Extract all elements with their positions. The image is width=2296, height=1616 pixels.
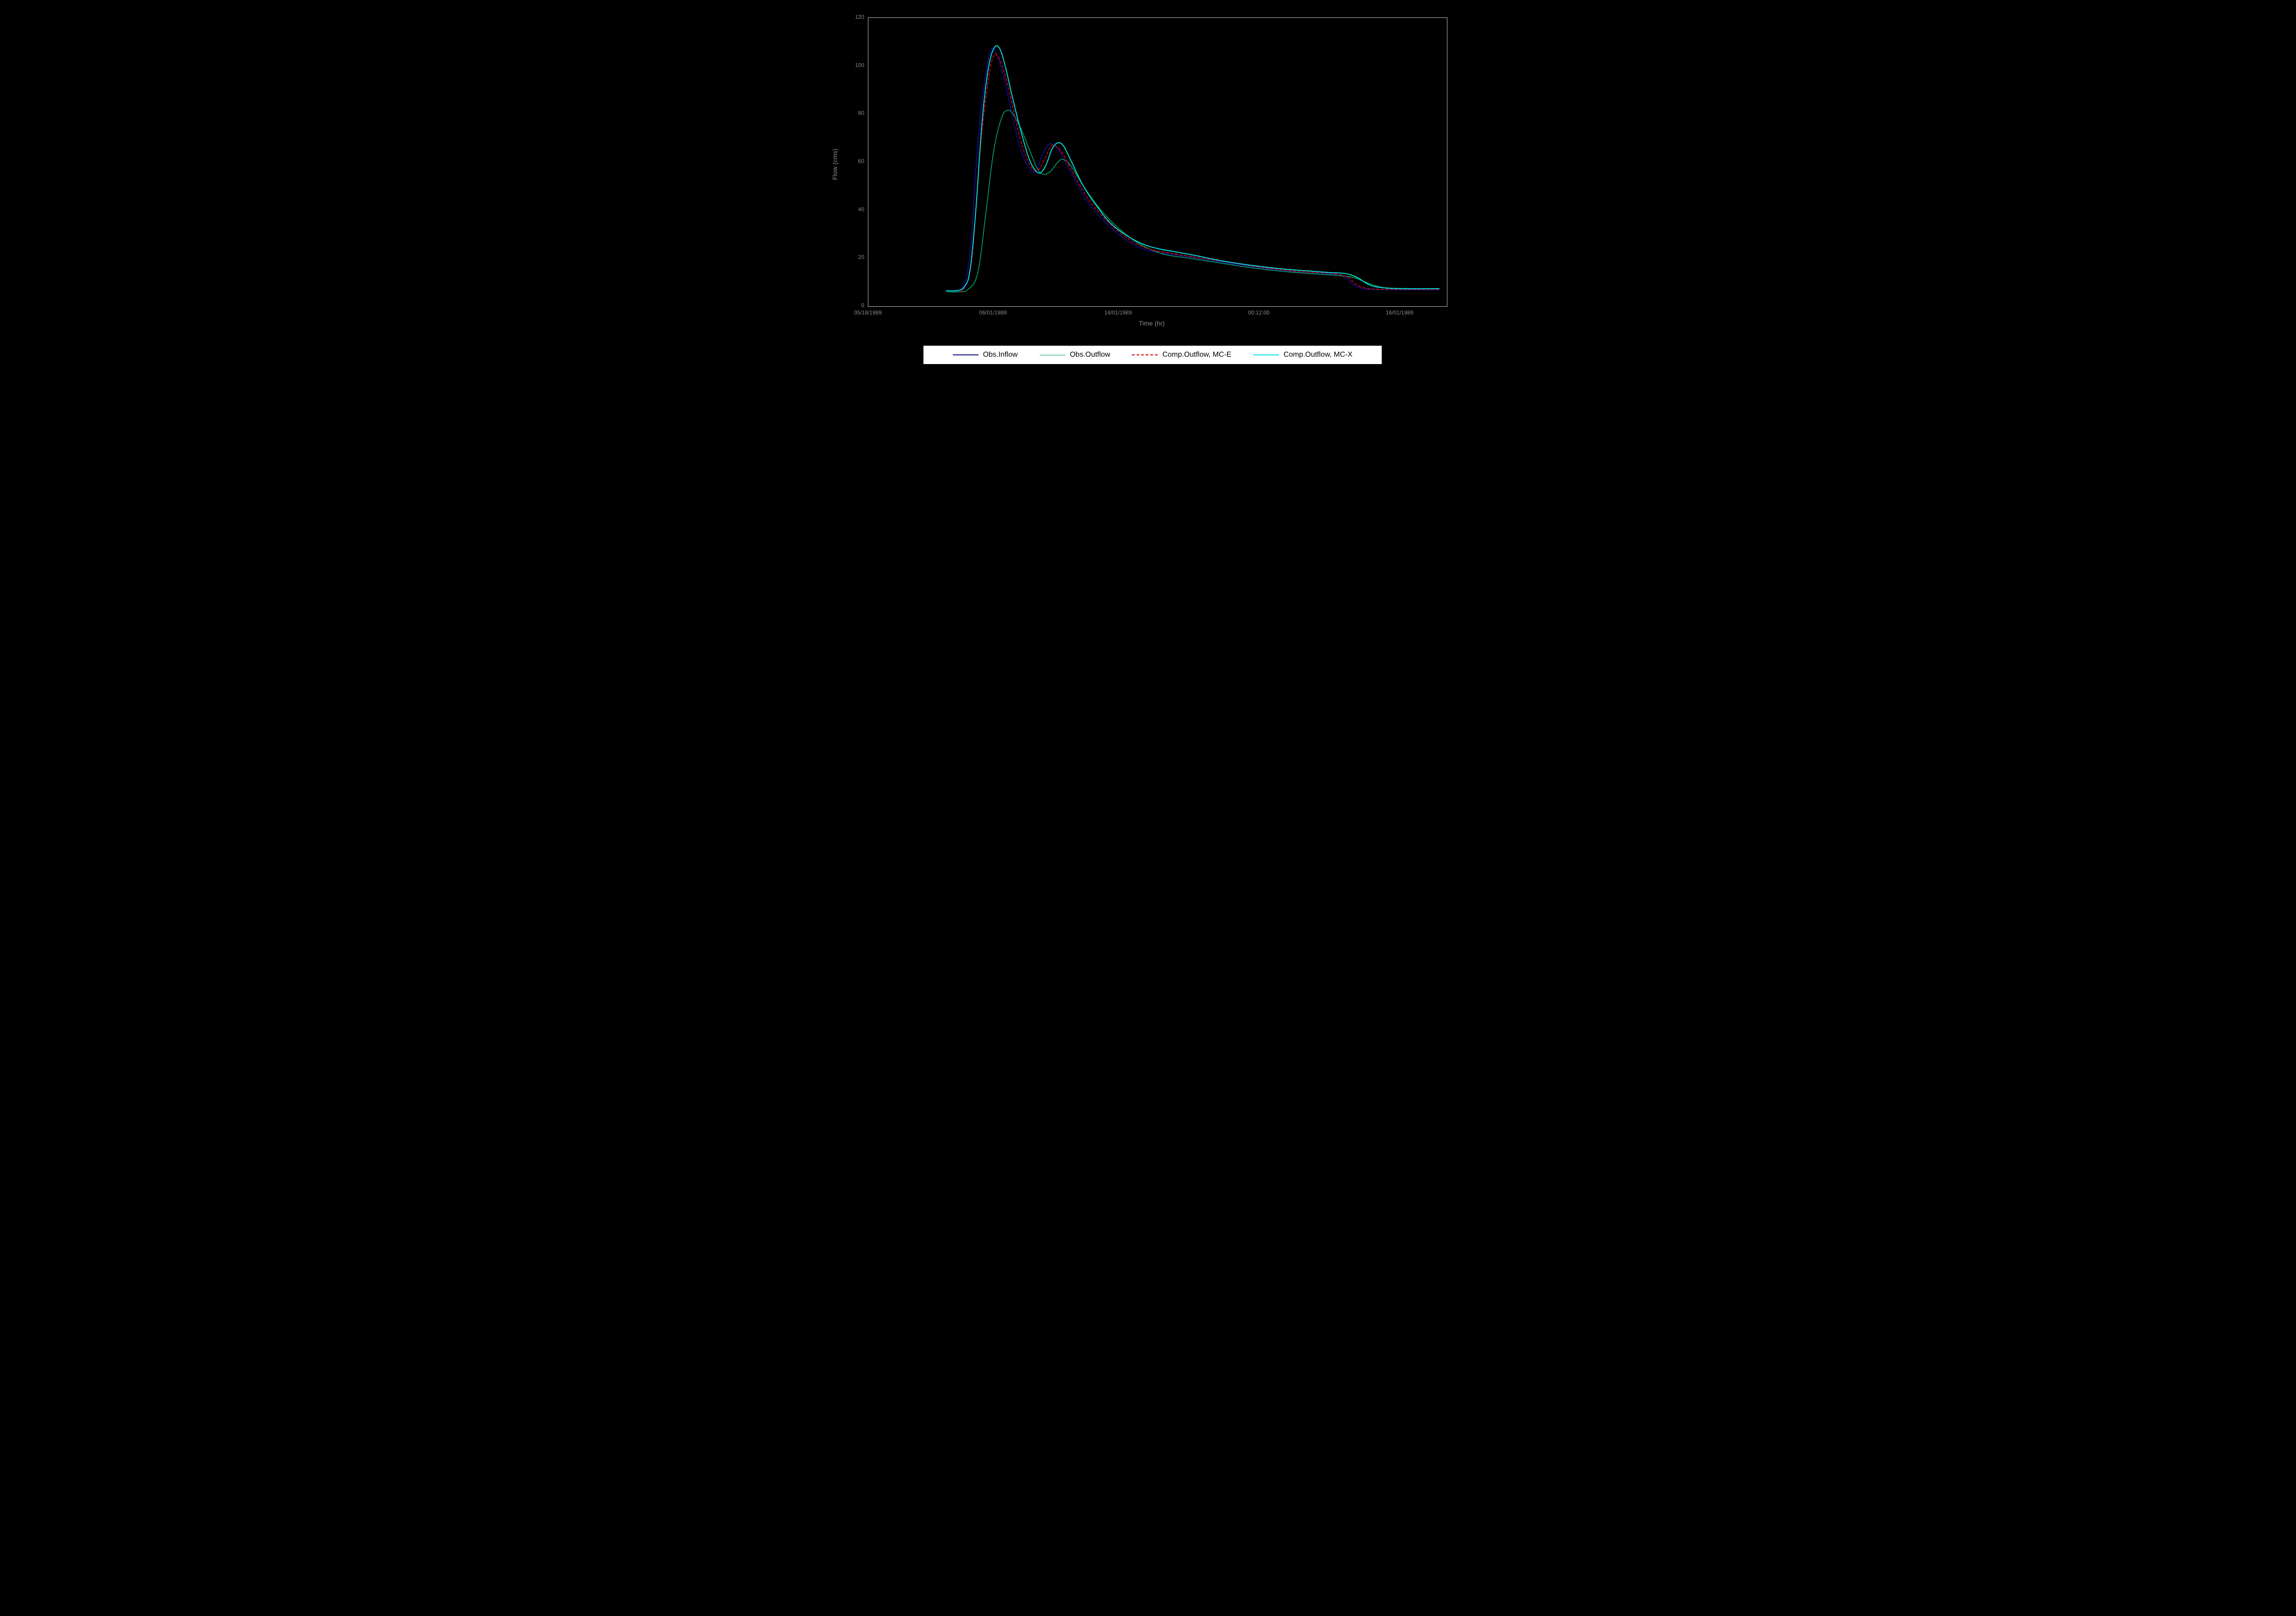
y-axis-title: Flow (cms)	[831, 149, 838, 180]
x-tick-label: 00:12:00	[1231, 309, 1286, 316]
y-tick-label: 60	[845, 158, 864, 164]
y-tick-label: 20	[845, 254, 864, 260]
y-tick-label: 0	[845, 302, 864, 309]
legend-swatch	[1132, 354, 1158, 355]
hydrograph-chart: 0 20 40 60 80 100 120 05/18/1989 06/01/1989 14/0…	[808, 0, 1488, 376]
legend-swatch	[953, 354, 979, 355]
legend-label: Comp.Outflow, MC-E	[1162, 351, 1231, 359]
x-tick-label: 06/01/1989	[965, 309, 1020, 316]
y-tick-label: 100	[845, 62, 864, 68]
x-tick-label: 05/18/1989	[840, 309, 895, 316]
series-comp-outflow-mc-x	[946, 46, 1439, 291]
y-tick-label: 120	[845, 14, 864, 20]
legend-item: Comp.Outflow, MC-X	[1253, 351, 1352, 359]
plot-area	[868, 17, 1447, 307]
legend-item: Obs.Outflow	[1040, 351, 1110, 359]
legend-swatch	[1253, 354, 1279, 355]
y-tick-label: 80	[845, 110, 864, 116]
y-tick-label: 40	[845, 206, 864, 213]
legend-item: Comp.Outflow, MC-E	[1132, 351, 1231, 359]
legend-label: Comp.Outflow, MC-X	[1283, 351, 1352, 359]
legend-label: Obs.Inflow	[983, 351, 1018, 359]
x-axis-title: Time (hr)	[1139, 320, 1165, 327]
legend: Obs.Inflow Obs.Outflow Comp.Outflow, MC-E C…	[923, 345, 1382, 365]
chart-lines	[868, 18, 1447, 306]
legend-label: Obs.Outflow	[1070, 351, 1110, 359]
x-tick-label: 14/01/1989	[1091, 309, 1146, 316]
series-obs-outflow	[946, 110, 1439, 292]
legend-item: Obs.Inflow	[953, 351, 1018, 359]
x-tick-label: 16/01/1989	[1372, 309, 1427, 316]
series-comp-outflow-mc-e	[946, 54, 1439, 292]
